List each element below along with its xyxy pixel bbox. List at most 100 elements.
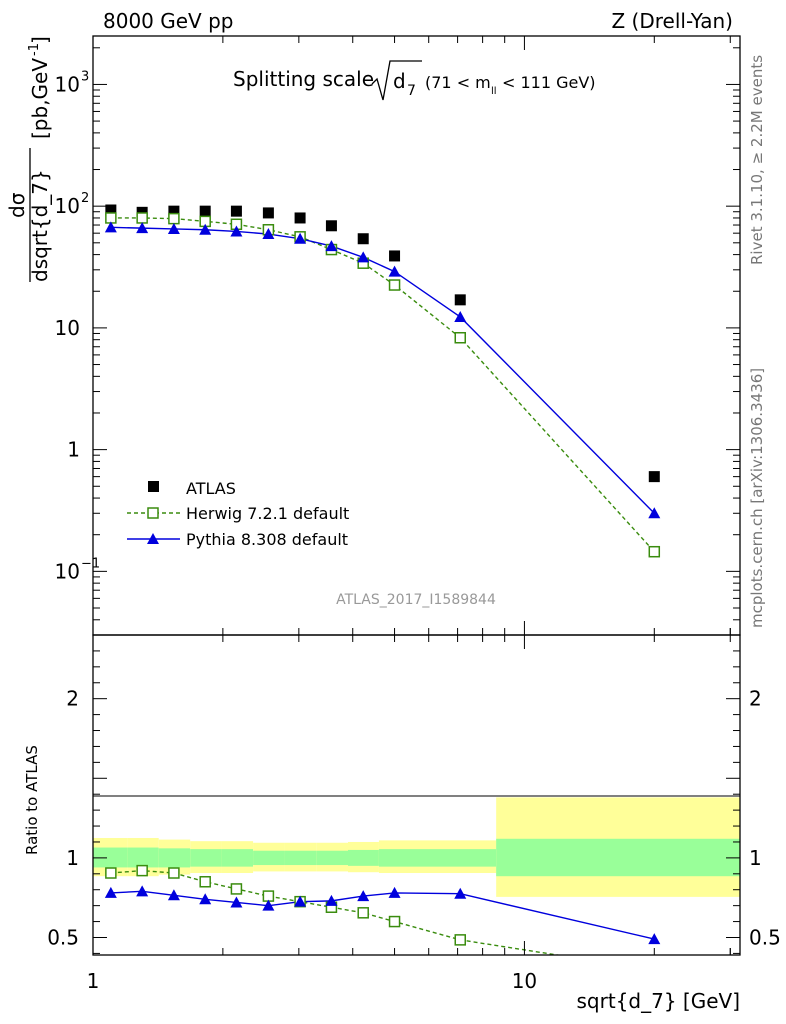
- atlas-point: [168, 205, 180, 217]
- pythia-point: [357, 251, 370, 263]
- inner-band-bin: [190, 849, 222, 867]
- pythia-ratio-point: [294, 895, 307, 907]
- pythia-ratio-point: [199, 893, 212, 905]
- atlas-point: [454, 294, 466, 306]
- atlas-point: [325, 220, 337, 232]
- atlas-point: [294, 212, 306, 224]
- rivet-version-label: Rivet 3.1.10, ≥ 2.2M events: [748, 55, 766, 265]
- herwig-ratio-point: [168, 867, 180, 879]
- pythia-ratio-point: [454, 887, 467, 899]
- pythia-ratio-point: [262, 899, 275, 911]
- legend-marker-atlas: [148, 481, 159, 492]
- herwig-point: [388, 279, 401, 291]
- pythia-point: [199, 223, 212, 235]
- inner-band-bin: [284, 850, 317, 866]
- y-axis-label-main: dσ dsqrt{d_7} [pb,GeV -1 ]: [5, 36, 52, 282]
- y-tick-label-exponent: −1: [81, 556, 100, 571]
- ratio-y-tick-label-left: 2: [66, 687, 79, 711]
- inner-band-bin: [496, 838, 740, 877]
- legend-marker-pythia: [147, 533, 159, 544]
- y-tick-label-exponent: 2: [81, 191, 89, 206]
- legend-label-herwig: Herwig 7.2.1 default: [186, 504, 349, 523]
- pythia-ratio-point: [648, 933, 661, 945]
- series-line-herwig: [110, 217, 655, 553]
- y-tick-label-exponent: 3: [81, 69, 89, 84]
- atlas-point: [389, 250, 401, 262]
- header-process: Z (Drell-Yan): [611, 9, 733, 33]
- y-tick-label: 10: [55, 194, 80, 218]
- x-axis-label: sqrt{d_7} [GeV]: [577, 989, 741, 1013]
- y-tick-label: 1: [67, 438, 80, 462]
- title-symbol: d: [393, 69, 406, 93]
- herwig-ratio-point: [136, 864, 148, 877]
- pythia-point: [294, 232, 307, 244]
- pythia-point: [648, 507, 661, 519]
- title-subscript: 7: [407, 83, 416, 99]
- ratio-y-tick-label-left: 1: [66, 846, 79, 870]
- herwig-ratio-point: [105, 867, 117, 879]
- pythia-ratio-point: [357, 890, 370, 902]
- legend-label-atlas: ATLAS: [186, 479, 236, 498]
- pythia-point: [230, 225, 243, 237]
- herwig-ratio-point: [262, 890, 275, 902]
- pythia-ratio-point: [104, 886, 117, 898]
- pythia-ratio-point: [325, 894, 338, 906]
- pythia-point: [325, 240, 338, 252]
- atlas-point: [262, 207, 274, 219]
- x-tick-label: 10: [512, 969, 537, 993]
- legend-marker-herwig: [147, 507, 159, 519]
- ratio-line-pythia: [110, 890, 655, 940]
- atlas-point: [357, 233, 369, 245]
- pythia-ratio-point: [136, 885, 149, 897]
- ratio-y-tick-label-right: 1: [749, 846, 762, 870]
- title-range-subscript: ll: [491, 86, 497, 97]
- herwig-ratio-point: [454, 934, 467, 946]
- sqrt-sign: [371, 60, 422, 101]
- pythia-point: [262, 228, 275, 240]
- herwig-point: [454, 331, 467, 344]
- inner-band-bin: [221, 849, 254, 867]
- legend: ATLAS Herwig 7.2.1 default Pythia 8.308 …: [127, 479, 349, 549]
- herwig-ratio-point: [230, 883, 243, 895]
- ratio-y-tick-label-right: 2: [749, 687, 762, 711]
- inner-band-bin: [158, 848, 191, 868]
- atlas-point: [199, 205, 211, 217]
- herwig-point: [136, 212, 148, 224]
- pythia-point: [104, 221, 117, 233]
- y-axis-label-ratio: Ratio to ATLAS: [23, 745, 41, 855]
- inner-band-bin: [127, 847, 159, 868]
- ylabel-unit: [pb,GeV: [28, 58, 52, 139]
- pythia-ratio-point: [230, 896, 243, 908]
- ratio-y-tick-label-left: 0.5: [47, 925, 79, 949]
- y-tick-label: 10: [55, 559, 80, 583]
- inner-band-bin: [378, 849, 497, 867]
- pythia-point: [136, 222, 149, 234]
- ratio-y-tick-label-right: 0.5: [749, 925, 781, 949]
- ylabel-denominator: dsqrt{d_7}: [28, 169, 52, 282]
- inner-band-bin: [253, 850, 285, 866]
- pythia-ratio-point: [388, 886, 401, 898]
- atlas-point: [105, 204, 117, 216]
- mcplots-label: mcplots.cern.ch [arXiv:1306.3436]: [748, 368, 766, 628]
- herwig-ratio-point: [357, 907, 369, 919]
- ratio-panel-frame: [92, 634, 741, 956]
- pythia-point: [388, 265, 401, 277]
- herwig-point: [168, 212, 180, 225]
- legend-label-pythia: Pythia 8.308 default: [186, 530, 348, 549]
- herwig-ratio-point: [388, 915, 401, 928]
- chart-title: Splitting scale d 7 (71 < m ll < 111 GeV…: [233, 60, 596, 101]
- pythia-point: [167, 222, 180, 234]
- ylabel-unit-sup: -1: [27, 43, 42, 56]
- ylabel-unit-end: ]: [28, 36, 52, 44]
- series-line-pythia: [110, 226, 655, 514]
- atlas-point: [230, 205, 242, 217]
- header-energy: 8000 GeV pp: [103, 9, 234, 33]
- title-text: Splitting scale: [233, 67, 374, 91]
- axis-ticks: [92, 36, 740, 955]
- analysis-watermark: ATLAS_2017_I1589844: [336, 592, 496, 608]
- herwig-point: [648, 545, 661, 558]
- inner-band-bin: [347, 849, 379, 866]
